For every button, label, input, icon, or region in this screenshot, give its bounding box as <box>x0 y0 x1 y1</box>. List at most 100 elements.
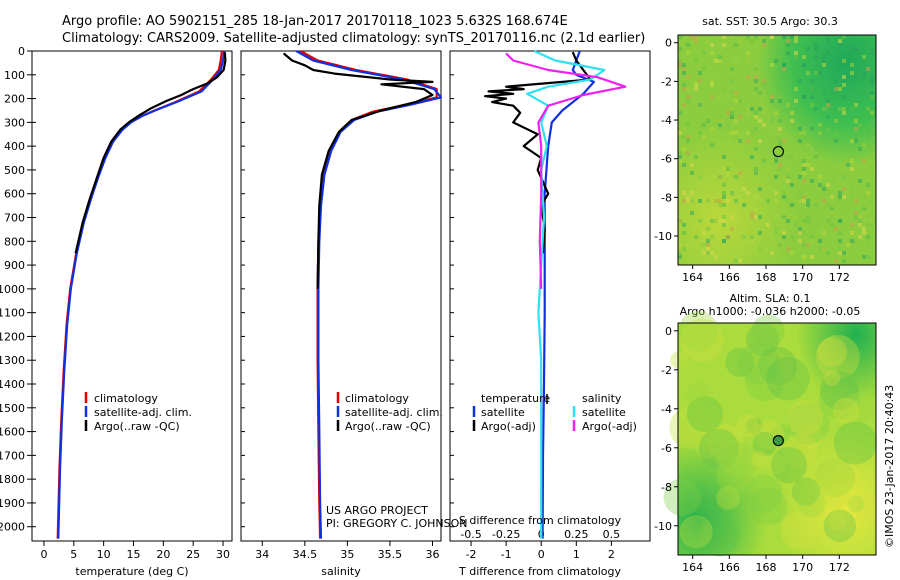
salinity-legend: climatology satellite-adj. clim. Argo(..… <box>336 392 443 433</box>
sst-speckle-cell <box>690 191 694 195</box>
temp-x-tick-label: 5 <box>70 548 77 561</box>
diff-T-tick-label: 1 <box>573 548 580 561</box>
sst-speckle-cell <box>854 47 858 51</box>
sst-speckle-cell <box>866 191 870 195</box>
sst-speckle-cell <box>770 243 774 247</box>
sst-speckle-cell <box>682 247 686 251</box>
sst-speckle-cell <box>826 107 830 111</box>
diff-S-tick-label: -0.5 <box>460 528 481 541</box>
sst-speckle-cell <box>758 231 762 235</box>
sst-speckle-cell <box>814 203 818 207</box>
sla-blob <box>798 424 824 449</box>
sst-speckle-cell <box>842 83 846 87</box>
sst-speckle-cell <box>806 243 810 247</box>
sal-x-tick-label: 34.5 <box>293 548 318 561</box>
sst-speckle-cell <box>718 55 722 59</box>
sst-speckle-cell <box>770 119 774 123</box>
sst-speckle-cell <box>722 167 726 171</box>
map-lat-tick-label: -2 <box>661 364 672 377</box>
sla-blob <box>819 371 859 410</box>
sst-speckle-cell <box>722 215 726 219</box>
sst-speckle-cell <box>806 47 810 51</box>
sst-speckle-cell <box>682 63 686 67</box>
sst-speckle-cell <box>678 35 682 39</box>
sst-speckle-cell <box>774 135 778 139</box>
sst-speckle-cell <box>694 155 698 159</box>
sst-speckle-cell <box>778 95 782 99</box>
imos-credit: ©IMOS 23-Jan-2017 20:40:43 <box>883 385 896 548</box>
sst-speckle-cell <box>802 179 806 183</box>
sst-speckle-cell <box>790 203 794 207</box>
sst-speckle-cell <box>850 159 854 163</box>
map-lat-tick-label: 0 <box>665 325 672 338</box>
sst-speckle-cell <box>750 211 754 215</box>
sla-blob <box>815 334 860 379</box>
sst-speckle-cell <box>862 159 866 163</box>
sst-speckle-cell <box>778 127 782 131</box>
sst-speckle-cell <box>858 123 862 127</box>
sst-speckle-cell <box>698 103 702 107</box>
sst-speckle-cell <box>710 51 714 55</box>
sst-speckle-cell <box>818 239 822 243</box>
temp-legend-climatology: climatology <box>94 392 158 405</box>
sst-speckle-cell <box>734 131 738 135</box>
depth-tick-label: 1800 <box>0 473 25 486</box>
sst-speckle-cell <box>778 99 782 103</box>
sst-speckle-cell <box>830 211 834 215</box>
sst-speckle-cell <box>770 99 774 103</box>
diff-legend-S-argo: Argo(-adj) <box>582 420 637 433</box>
sst-speckle-cell <box>678 151 682 155</box>
sst-speckle-cell <box>722 183 726 187</box>
sst-speckle-cell <box>730 111 734 115</box>
sst-speckle-cell <box>698 243 702 247</box>
sst-speckle-cell <box>838 87 842 91</box>
sst-speckle-cell <box>678 47 682 51</box>
sst-speckle-cell <box>802 131 806 135</box>
sla-blob <box>847 495 865 513</box>
sst-speckle-cell <box>798 131 802 135</box>
sst-speckle-cell <box>746 139 750 143</box>
depth-tick-label: 1500 <box>0 402 25 415</box>
sst-speckle-cell <box>842 187 846 191</box>
sst-speckle-cell <box>782 67 786 71</box>
sst-speckle-cell <box>730 215 734 219</box>
sst-speckle-cell <box>862 75 866 79</box>
sst-speckle-cell <box>774 131 778 135</box>
sst-speckle-cell <box>858 159 862 163</box>
sst-speckle-cell <box>790 251 794 255</box>
sst-speckle-cell <box>846 243 850 247</box>
sla-blob <box>745 322 780 356</box>
sst-speckle-cell <box>770 35 774 39</box>
sst-speckle-cell <box>698 199 702 203</box>
sst-speckle-cell <box>826 203 830 207</box>
diff-T-tick-label: -1 <box>501 548 512 561</box>
sst-speckle-cell <box>710 83 714 87</box>
sst-speckle-cell <box>686 199 690 203</box>
sst-speckle-cell <box>850 71 854 75</box>
sst-speckle-cell <box>794 223 798 227</box>
sst-speckle-cell <box>850 195 854 199</box>
sst-speckle-cell <box>710 95 714 99</box>
sst-speckle-cell <box>858 219 862 223</box>
sst-speckle-cell <box>870 91 874 95</box>
diff-legend-T-satellite: satellite <box>481 406 525 419</box>
sla-blob <box>827 512 847 531</box>
sst-speckle-cell <box>802 219 806 223</box>
sst-speckle-cell <box>702 135 706 139</box>
sst-speckle-cell <box>698 175 702 179</box>
sst-speckle-cell <box>854 135 858 139</box>
sst-map-warm-patch <box>678 35 876 265</box>
sla-blob <box>758 346 797 386</box>
sst-speckle-cell <box>762 83 766 87</box>
sst-speckle-cell <box>750 155 754 159</box>
sst-speckle-cell <box>774 155 778 159</box>
sst-speckle-cell <box>802 231 806 235</box>
sst-speckle-cell <box>734 135 738 139</box>
sst-speckle-cell <box>862 55 866 59</box>
sst-speckle-cell <box>854 199 858 203</box>
sst-speckle-cell <box>870 47 874 51</box>
sst-speckle-cell <box>774 111 778 115</box>
depth-tick-label: 1400 <box>0 378 25 391</box>
sst-speckle-cell <box>770 159 774 163</box>
sst-speckle-cell <box>718 95 722 99</box>
